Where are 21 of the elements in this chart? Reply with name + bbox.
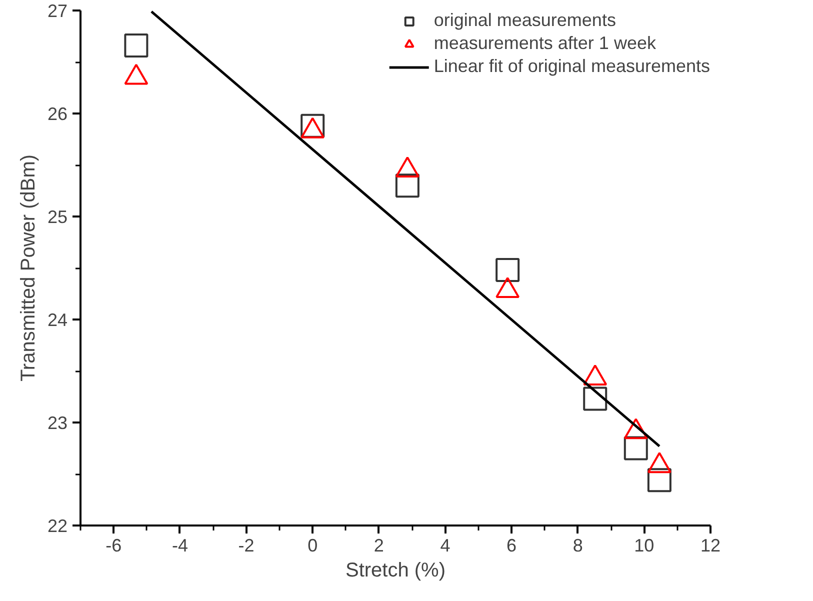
y-tick-label: 23 bbox=[47, 413, 68, 433]
x-tick-label: -4 bbox=[172, 536, 188, 556]
y-tick-label: 25 bbox=[47, 207, 68, 227]
y-tick-label: 24 bbox=[47, 310, 68, 330]
x-axis-title: Stretch (%) bbox=[345, 560, 446, 582]
x-tick-label: -6 bbox=[106, 536, 122, 556]
x-tick-label: 10 bbox=[634, 536, 654, 556]
x-tick-label: -2 bbox=[238, 536, 254, 556]
legend-label: measurements after 1 week bbox=[434, 33, 656, 54]
x-tick-label: 0 bbox=[308, 536, 318, 556]
y-tick-label: 26 bbox=[47, 104, 68, 124]
legend-label: original measurements bbox=[434, 10, 616, 31]
x-tick-label: 6 bbox=[506, 536, 517, 556]
x-tick-label: 4 bbox=[440, 536, 450, 556]
x-tick-label: 12 bbox=[700, 536, 721, 556]
legend-label: Linear fit of original measurements bbox=[434, 56, 710, 77]
y-tick-label: 27 bbox=[47, 1, 68, 21]
x-tick-label: 8 bbox=[572, 536, 583, 556]
x-tick-label: 2 bbox=[374, 536, 384, 556]
y-tick-label: 22 bbox=[47, 516, 68, 536]
y-axis-title: Transmitted Power (dBm) bbox=[17, 154, 40, 382]
